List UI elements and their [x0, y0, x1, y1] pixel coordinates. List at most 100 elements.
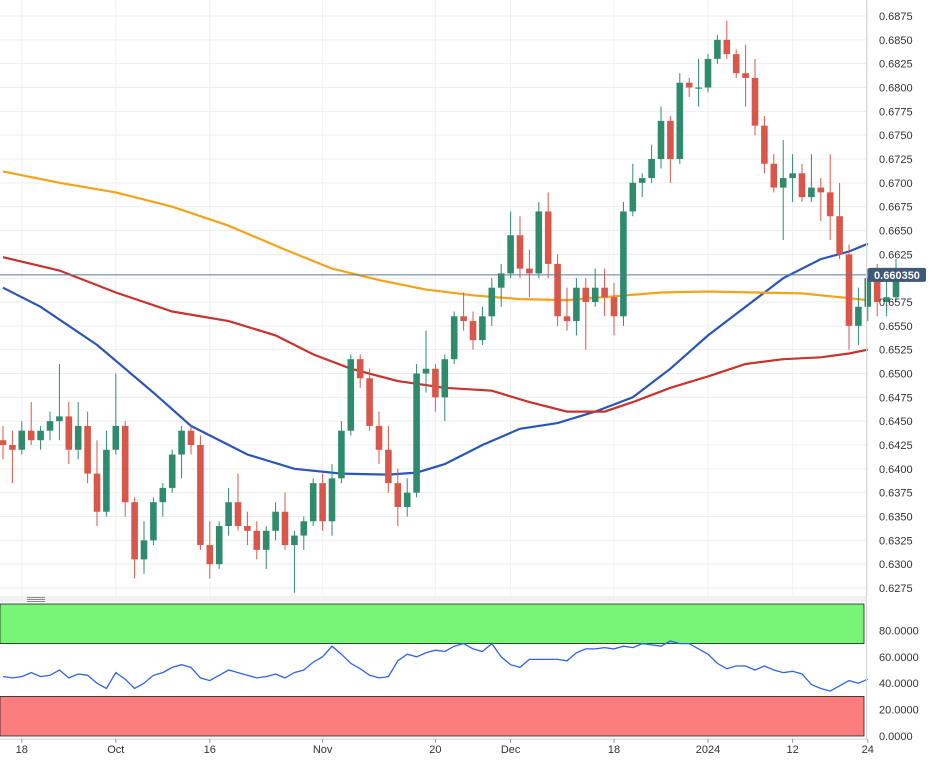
price-tick-label: 0.6550: [879, 321, 913, 333]
candle-body: [366, 378, 373, 426]
price-tick-label: 0.6825: [879, 59, 913, 71]
panel-separator[interactable]: [0, 596, 866, 602]
candle: [601, 268, 608, 317]
candle: [253, 521, 261, 560]
candle: [685, 77, 693, 98]
candle-body: [544, 211, 552, 264]
candle: [826, 154, 834, 241]
candle: [300, 516, 308, 550]
candle: [676, 73, 684, 164]
x-tick-label: 16: [204, 744, 216, 756]
candle: [808, 154, 815, 202]
candle: [347, 354, 355, 436]
moving-averages: [2, 170, 869, 476]
candle-body: [667, 120, 674, 159]
price-tick-label: 0.6675: [879, 202, 913, 214]
candle: [469, 311, 477, 350]
price-tick-label: 0.6500: [879, 369, 913, 381]
price-tick-label: 0.6450: [879, 416, 913, 428]
candle-body: [328, 478, 336, 522]
rsi-panel[interactable]: 0.0000 20.0000 40.0000 60.0000 80.0000: [0, 603, 919, 743]
candle-body: [563, 316, 571, 322]
candle-body: [883, 297, 890, 302]
candle: [742, 44, 749, 107]
candle-body: [779, 178, 787, 188]
candle-body: [319, 483, 326, 522]
rsi-series-line: [2, 640, 869, 692]
candle: [375, 411, 383, 465]
candle: [121, 421, 129, 517]
candle: [855, 287, 862, 345]
candle-body: [300, 521, 308, 536]
candle-body: [206, 545, 214, 565]
x-tick-label: 18: [608, 744, 620, 756]
candle-body: [413, 373, 420, 493]
candle-body: [0, 440, 7, 445]
moving-average-line-3: [2, 170, 868, 302]
candle-body: [479, 316, 486, 341]
candle: [516, 216, 524, 279]
price-tick-label: 0.6425: [879, 440, 913, 452]
moving-average-line-1: [2, 242, 869, 476]
candle-body: [601, 287, 608, 298]
separator-bar: [0, 596, 866, 602]
candle-body: [497, 273, 505, 288]
candle: [751, 58, 759, 136]
candle-body: [432, 368, 439, 398]
candle: [883, 278, 890, 317]
rsi-bands: [0, 603, 865, 737]
candle: [422, 330, 430, 393]
candle-body: [37, 430, 44, 441]
candle-body: [291, 535, 298, 546]
candle-body: [620, 211, 627, 317]
moving-average-line-2: [2, 256, 869, 413]
candle: [413, 363, 420, 498]
candle: [328, 464, 336, 536]
candle-body: [338, 430, 345, 479]
price-tick-label: 0.6525: [879, 345, 913, 357]
candle-body: [516, 235, 524, 269]
x-tick-label: 18: [16, 744, 28, 756]
price-plot-area: [0, 0, 866, 596]
drag-handle-icon[interactable]: [27, 597, 45, 602]
candle: [18, 421, 26, 455]
candle: [526, 249, 533, 298]
price-tick-label: 0.6475: [879, 392, 913, 404]
candle: [845, 244, 853, 350]
candle: [197, 435, 204, 550]
x-tick-label: Dec: [501, 744, 521, 756]
candle: [714, 35, 721, 64]
candle: [573, 278, 580, 336]
candle: [554, 254, 561, 326]
candle-body: [610, 297, 618, 317]
candle: [225, 487, 232, 536]
candle-body: [65, 416, 73, 450]
candle: [488, 278, 496, 326]
price-tick-label: 0.6875: [879, 11, 913, 23]
candle: [704, 54, 712, 93]
candle-body: [234, 502, 242, 527]
rsi-tick-label: 40.0000: [879, 678, 919, 690]
candle: [695, 58, 702, 107]
price-tick-label: 0.6575: [879, 297, 913, 309]
candle-body: [215, 526, 223, 565]
candle-body: [187, 430, 195, 445]
candle-body: [394, 483, 402, 507]
candle: [403, 478, 411, 517]
price-tick-label: 0.6325: [879, 535, 913, 547]
candle: [770, 154, 778, 193]
price-panel[interactable]: 0.6275 0.6300 0.6325 0.6350 0.6375 0.6400 0.64…: [0, 0, 926, 596]
candle: [178, 425, 185, 479]
candle: [140, 521, 148, 574]
candle: [610, 282, 618, 336]
x-tick-label: 20: [429, 744, 441, 756]
candle: [836, 182, 843, 260]
candle-body: [385, 449, 392, 484]
candle: [441, 354, 449, 422]
candle: [657, 106, 665, 169]
candle: [338, 421, 345, 484]
x-tick-label: 2024: [696, 744, 720, 756]
candle-body: [27, 430, 35, 441]
candle-body: [845, 254, 853, 326]
